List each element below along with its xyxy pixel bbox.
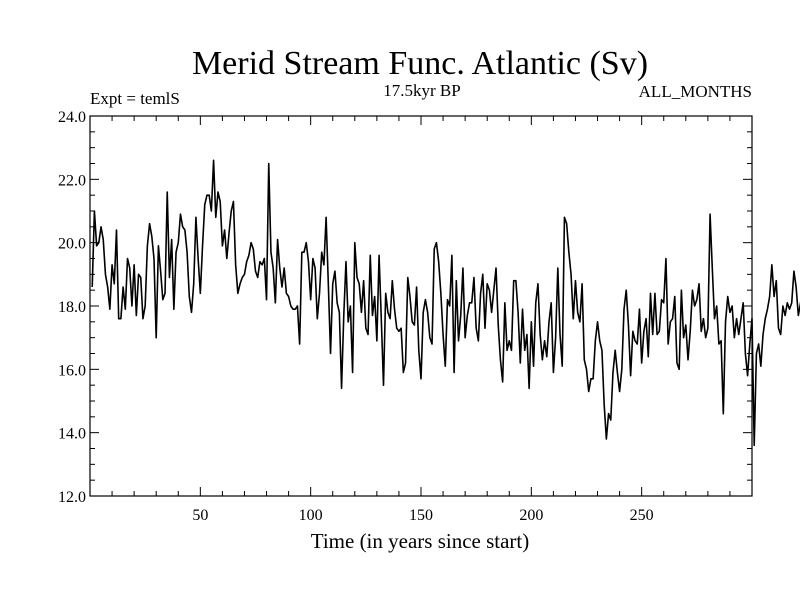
x-tick-label: 150: [409, 507, 433, 524]
y-tick-label: 12.0: [58, 489, 86, 506]
y-tick-label: 24.0: [58, 109, 86, 126]
x-tick-label: 50: [192, 507, 208, 524]
plot-frame: [89, 115, 753, 497]
y-tick-label: 20.0: [58, 236, 86, 253]
series-line: [91, 159, 800, 447]
x-axis-label: Time (in years since start): [311, 529, 530, 553]
x-tick-label: 200: [519, 507, 543, 524]
chart-title: Merid Stream Func. Atlantic (Sv): [192, 45, 648, 82]
y-tick-label: 16.0: [58, 362, 86, 379]
period-label: 17.5kyr BP: [383, 81, 460, 100]
plot-area: 12.0 14.0 16.0 18.0 20.0 22.0 24.0 50 100 150 200 2…: [58, 109, 800, 524]
x-tick-label: 100: [299, 507, 323, 524]
experiment-label: Expt = temlS: [90, 89, 180, 108]
y-tick-label: 22.0: [58, 172, 86, 189]
months-label: ALL_MONTHS: [639, 82, 752, 101]
y-tick-label: 14.0: [58, 426, 86, 443]
y-tick-label: 18.0: [58, 299, 86, 316]
x-tick-label: 250: [630, 507, 654, 524]
